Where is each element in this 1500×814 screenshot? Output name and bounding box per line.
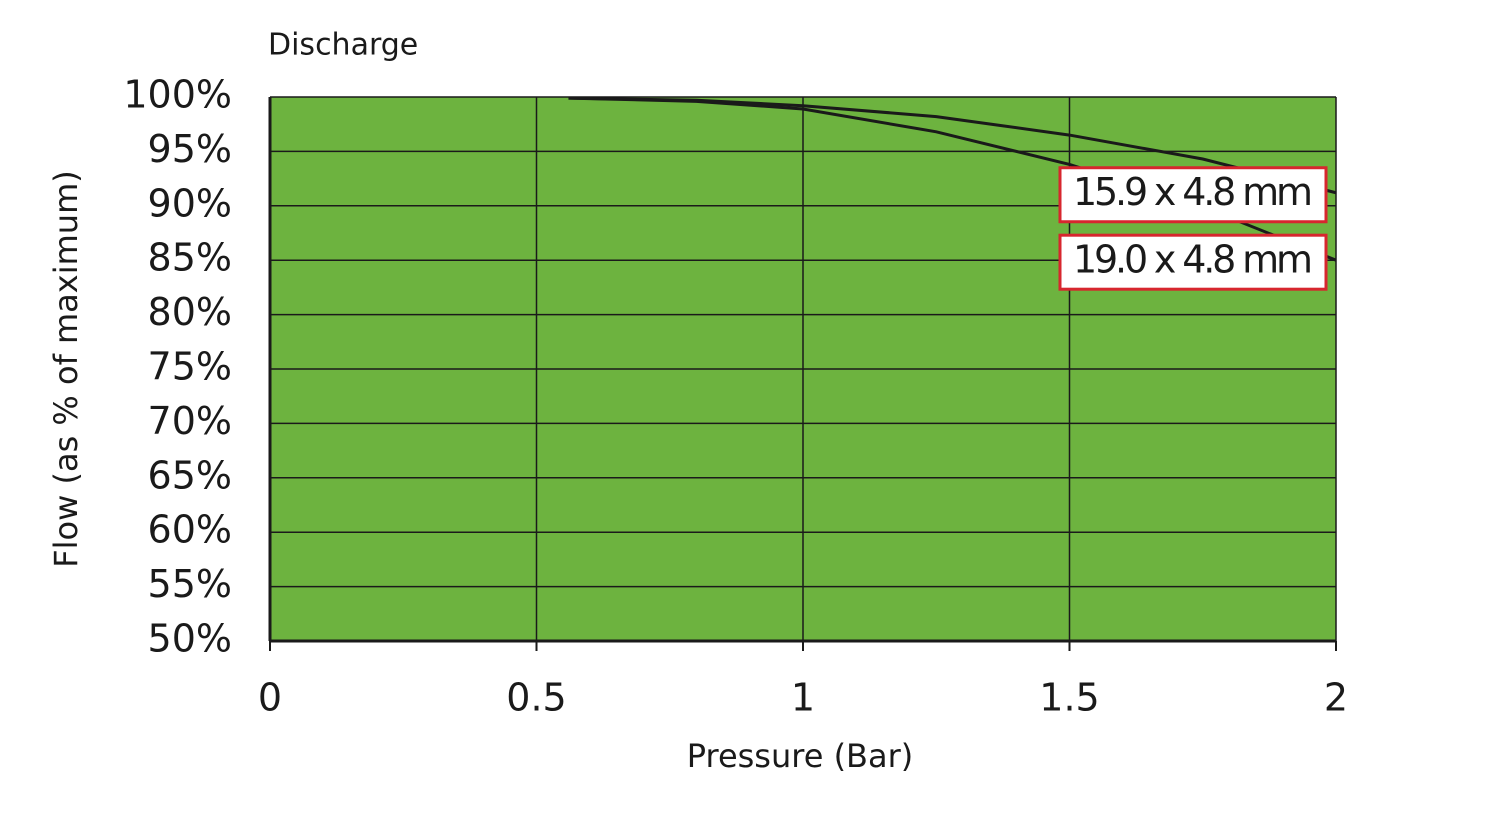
y-tick-label: 90% <box>148 181 232 225</box>
y-tick-label: 85% <box>148 236 232 280</box>
series-label-box <box>1058 166 1328 224</box>
y-tick-label: 65% <box>148 453 232 497</box>
chart-title: Discharge <box>268 28 418 63</box>
legend-label: 19.0 x 4.8 mm <box>1073 238 1313 282</box>
x-tick-label: 0 <box>258 676 282 720</box>
y-axis-title: Flow (as % of maximum) <box>47 170 85 567</box>
y-tick-label: 70% <box>148 399 232 443</box>
x-tick-label: 2 <box>1324 676 1348 720</box>
x-tick-label: 0.5 <box>506 676 566 720</box>
y-tick-label: 95% <box>148 127 232 171</box>
y-tick-label: 100% <box>123 73 232 117</box>
legend-label: 15.9 x 4.8 mm <box>1073 170 1313 214</box>
x-tick-label: 1.5 <box>1039 676 1099 720</box>
y-tick-label: 50% <box>148 617 232 661</box>
x-axis-title: Pressure (Bar) <box>687 737 914 775</box>
x-tick-label: 1 <box>791 676 815 720</box>
y-tick-label: 80% <box>148 290 232 334</box>
y-tick-label: 55% <box>148 562 232 606</box>
series-label-box <box>1058 233 1328 291</box>
y-tick-label: 60% <box>148 508 232 552</box>
series-label: 19.0 x 4.8 mm <box>1058 233 1328 291</box>
series-label: 15.9 x 4.8 mm <box>1058 166 1328 224</box>
y-tick-label: 75% <box>148 345 232 389</box>
